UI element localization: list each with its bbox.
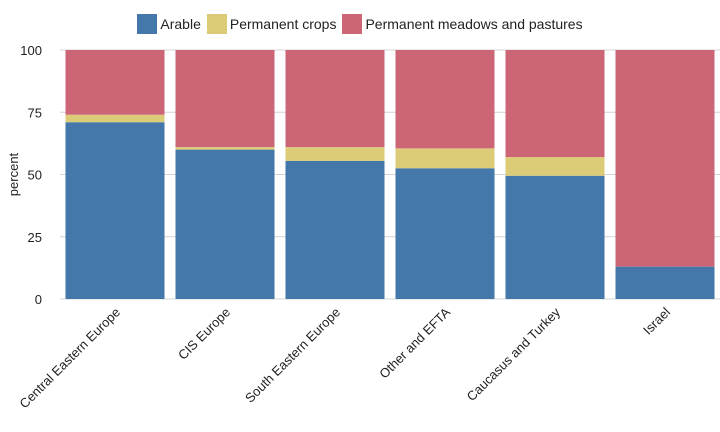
bar-segment xyxy=(175,50,275,148)
bar-segment xyxy=(395,50,495,149)
chart-legend: Arable Permanent crops Permanent meadows… xyxy=(0,14,720,34)
bar-segment xyxy=(65,114,165,123)
x-tick-label: Central Eastern Europe xyxy=(16,305,123,412)
bar-segment xyxy=(65,122,165,300)
bar-segment xyxy=(615,50,715,267)
y-tick-label: 0 xyxy=(35,292,42,307)
bar-segment xyxy=(505,175,605,299)
bar-segment xyxy=(285,50,385,148)
bar-segment xyxy=(175,149,275,299)
legend-item-permanent-crops[interactable]: Permanent crops xyxy=(206,14,337,34)
x-tick-label: South Eastern Europe xyxy=(242,305,343,406)
legend-item-permanent-meadows[interactable]: Permanent meadows and pastures xyxy=(342,14,583,34)
bar-segment xyxy=(505,157,605,176)
legend-label-arable: Arable xyxy=(160,16,201,32)
x-tick-label: Israel xyxy=(640,304,673,337)
bar-segment xyxy=(285,160,385,299)
bar-segment xyxy=(505,50,605,158)
bar-segment xyxy=(285,147,385,161)
bar-segment xyxy=(395,148,495,169)
y-tick-label: 50 xyxy=(28,168,42,183)
bar-segment xyxy=(395,168,495,299)
x-tick-label: Other and EFTA xyxy=(376,304,453,381)
legend-swatch-permanent-meadows xyxy=(342,14,363,34)
y-tick-label: 100 xyxy=(20,43,42,58)
legend-item-arable[interactable]: Arable xyxy=(137,14,201,34)
x-tick-label: Caucasus and Turkey xyxy=(464,304,564,404)
x-tick-label: CIS Europe xyxy=(175,305,233,363)
legend-label-permanent-meadows: Permanent meadows and pastures xyxy=(365,16,583,32)
legend-swatch-arable xyxy=(137,14,158,34)
bar-segment xyxy=(615,266,715,299)
bar-segment xyxy=(175,147,275,150)
bar-segment xyxy=(65,50,165,115)
y-tick-label: 25 xyxy=(28,230,42,245)
y-axis-label: percent xyxy=(6,152,21,196)
y-tick-label: 75 xyxy=(28,105,42,120)
legend-swatch-permanent-crops xyxy=(206,14,227,34)
legend-label-permanent-crops: Permanent crops xyxy=(229,16,337,32)
